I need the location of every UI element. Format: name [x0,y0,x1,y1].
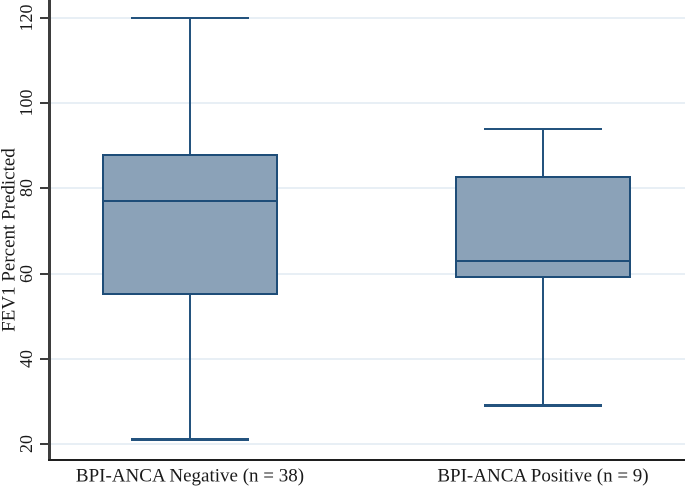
lower-whisker-line [542,277,544,406]
gridline [50,187,685,190]
y-tick-label: 80 [16,179,36,198]
upper-whisker-cap [131,16,249,20]
lower-whisker-line [189,294,191,440]
gridline [50,102,685,105]
x-category-label: BPI-ANCA Positive (n = 9) [437,465,649,487]
gridline [50,357,685,360]
y-axis-title: FEV1 Percent Predicted [0,148,20,332]
y-tick [40,272,49,275]
y-tick [40,17,49,19]
lower-whisker-cap [484,404,602,407]
gridline [50,272,685,275]
x-category-label: BPI-ANCA Negative (n = 38) [75,465,305,487]
x-axis-line [48,458,685,461]
y-axis-line [48,0,51,461]
upper-whisker-line [542,128,544,176]
y-tick-label: 40 [16,349,36,368]
iqr-box [455,175,631,278]
y-tick [40,443,49,445]
median-line [102,199,278,203]
y-tick-label: 100 [16,89,36,117]
gridline [50,443,685,445]
y-tick-label: 120 [16,4,36,32]
gridline [50,17,685,19]
iqr-box [102,154,278,295]
median-line [455,259,631,263]
upper-whisker-cap [484,127,602,130]
lower-whisker-cap [131,438,249,441]
y-tick [40,187,49,190]
y-tick-label: 20 [16,435,36,453]
upper-whisker-line [189,18,191,155]
y-tick [40,102,49,105]
y-tick-label: 60 [16,264,36,283]
y-tick [40,357,49,360]
